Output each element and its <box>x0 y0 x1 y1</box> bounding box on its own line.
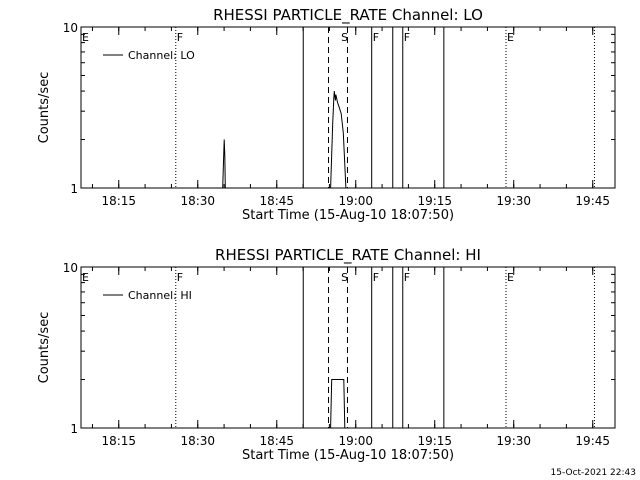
event-marker-label: S <box>341 31 348 44</box>
series-line <box>222 139 226 189</box>
series-line <box>330 91 347 189</box>
legend-entry: Channel: LO <box>128 49 195 62</box>
y-tick-label: 10 <box>63 261 78 275</box>
plot-frame <box>80 26 616 189</box>
event-marker-label: E <box>507 271 514 284</box>
x-tick-label: 18:30 <box>180 194 215 208</box>
y-tick-label: 1 <box>70 182 78 196</box>
y-axis-label: Counts/sec <box>37 72 52 144</box>
x-tick-label: 18:45 <box>259 194 294 208</box>
event-marker-label: F <box>404 271 410 284</box>
x-tick-label: 19:30 <box>496 194 531 208</box>
x-tick-label: 18:15 <box>101 434 136 448</box>
series-line <box>330 379 346 429</box>
x-tick-label: 18:45 <box>259 434 294 448</box>
event-marker-label: F <box>373 271 379 284</box>
x-tick-label: 18:15 <box>101 194 136 208</box>
x-tick-label: 19:15 <box>417 194 452 208</box>
event-marker-label: F <box>177 271 183 284</box>
generation-timestamp: 15-Oct-2021 22:43 <box>551 468 636 478</box>
event-marker-label: F <box>177 31 183 44</box>
x-tick-label: 19:45 <box>575 194 610 208</box>
chart-panel-hi: RHESSI PARTICLE_RATE Channel: HI E F S F F E 1 1… <box>37 246 616 463</box>
legend-entry: Channel: HI <box>128 289 192 302</box>
x-tick-label: 19:00 <box>338 194 373 208</box>
event-marker-label: E <box>82 31 89 44</box>
x-tick-label: 19:00 <box>338 434 373 448</box>
chart-title: RHESSI PARTICLE_RATE Channel: HI <box>215 246 481 265</box>
y-axis-label: Counts/sec <box>37 312 52 384</box>
x-axis-label: Start Time (15-Aug-10 18:07:50) <box>242 448 454 463</box>
y-tick-label: 1 <box>70 422 78 436</box>
event-marker-label: S <box>341 271 348 284</box>
x-tick-label: 19:15 <box>417 434 452 448</box>
chart-panel-lo: RHESSI PARTICLE_RATE Channel: LO E F S F F E 1 1… <box>37 6 616 223</box>
plot-frame <box>80 266 616 429</box>
event-marker-label: E <box>82 271 89 284</box>
x-tick-label: 18:30 <box>180 434 215 448</box>
x-axis-label: Start Time (15-Aug-10 18:07:50) <box>242 208 454 223</box>
y-tick-label: 10 <box>63 21 78 35</box>
event-marker-label: E <box>507 31 514 44</box>
event-marker-label: F <box>373 31 379 44</box>
x-tick-label: 19:45 <box>575 434 610 448</box>
chart-title: RHESSI PARTICLE_RATE Channel: LO <box>213 6 483 25</box>
event-marker-label: F <box>404 31 410 44</box>
x-tick-label: 19:30 <box>496 434 531 448</box>
